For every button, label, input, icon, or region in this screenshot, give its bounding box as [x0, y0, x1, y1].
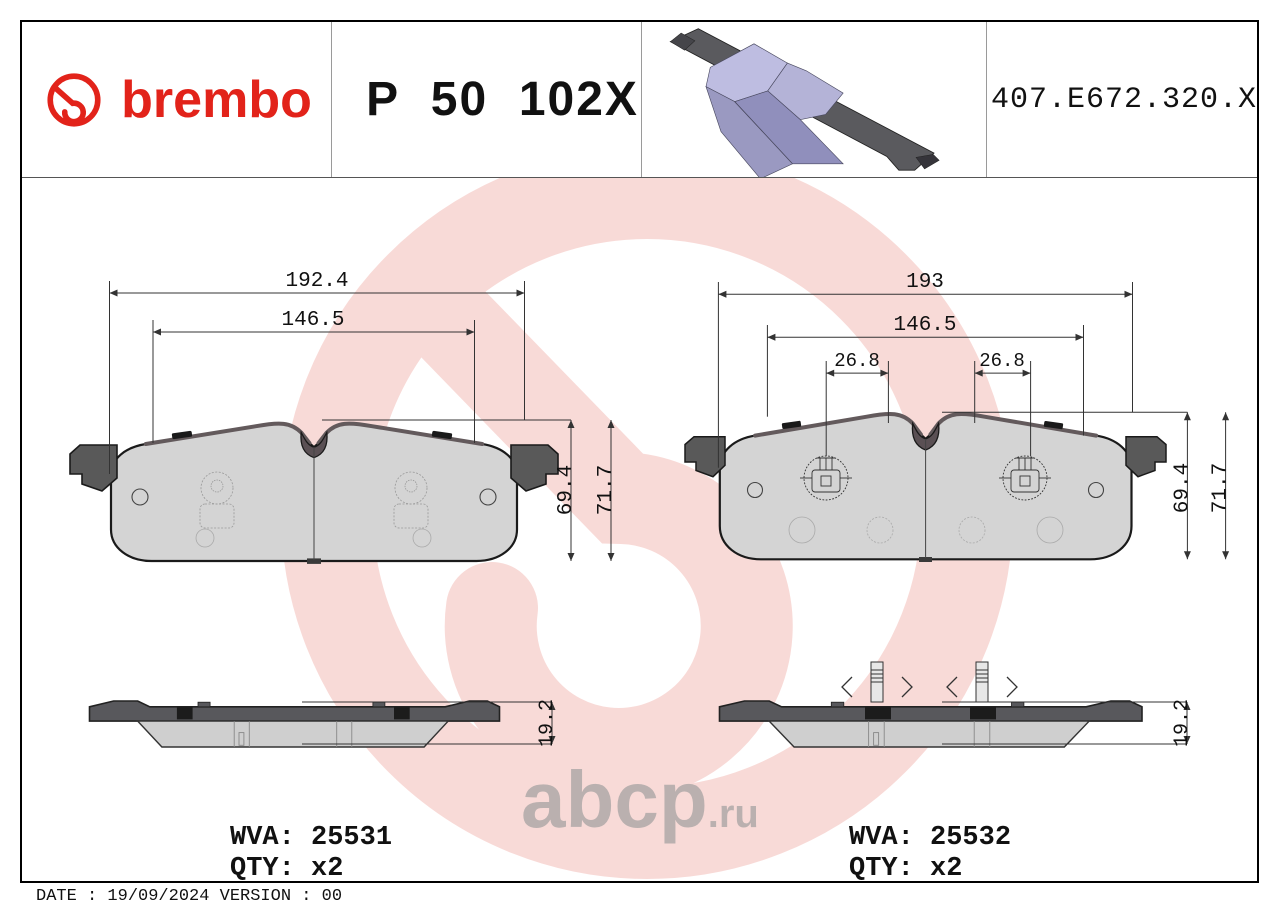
svg-text:69.4: 69.4	[1171, 463, 1194, 513]
svg-text:26.8: 26.8	[834, 350, 880, 372]
svg-text:69.4: 69.4	[555, 465, 578, 515]
svg-text:71.7: 71.7	[1210, 463, 1233, 513]
svg-text:26.8: 26.8	[979, 350, 1025, 372]
svg-text:146.5: 146.5	[281, 309, 344, 332]
svg-text:146.5: 146.5	[893, 314, 956, 337]
svg-text:193: 193	[906, 271, 944, 294]
svg-text:19.2: 19.2	[1171, 699, 1194, 747]
svg-text:192.4: 192.4	[285, 270, 348, 293]
svg-text:19.2: 19.2	[536, 699, 559, 747]
svg-text:71.7: 71.7	[595, 465, 618, 515]
